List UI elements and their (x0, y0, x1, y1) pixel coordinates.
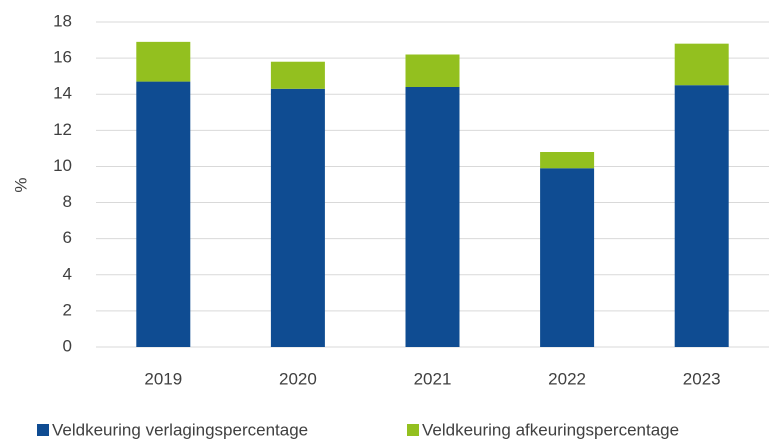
bar-segment (405, 54, 460, 87)
y-tick-label: 6 (63, 228, 72, 247)
bar-segment (405, 87, 460, 347)
y-tick-label: 12 (53, 120, 72, 139)
y-axis-label: % (11, 177, 30, 192)
bar-segment (270, 88, 325, 348)
y-tick-label: 0 (63, 336, 72, 355)
legend-label: Veldkeuring afkeuringspercentage (422, 420, 679, 439)
legend-label: Veldkeuring verlagingspercentage (52, 420, 308, 439)
x-tick-label: 2023 (683, 369, 721, 388)
y-tick-label: 18 (53, 11, 72, 30)
bar-segment (136, 41, 191, 82)
x-tick-label: 2019 (144, 369, 182, 388)
y-tick-label: 14 (53, 84, 72, 103)
x-tick-label: 2021 (414, 369, 452, 388)
bar-segment (540, 168, 595, 347)
bar-segment (136, 81, 191, 347)
bar-segment (270, 61, 325, 89)
y-tick-label: 2 (63, 300, 72, 319)
y-tick-label: 8 (63, 192, 72, 211)
legend-swatch (37, 424, 49, 436)
bar-segment (674, 43, 729, 86)
x-tick-label: 2022 (548, 369, 586, 388)
x-tick-label: 2020 (279, 369, 317, 388)
legend-swatch (407, 424, 419, 436)
bar-segment (674, 85, 729, 347)
y-tick-label: 10 (53, 156, 72, 175)
bar-segment (540, 152, 595, 169)
y-tick-label: 16 (53, 48, 72, 67)
y-tick-label: 4 (63, 264, 72, 283)
